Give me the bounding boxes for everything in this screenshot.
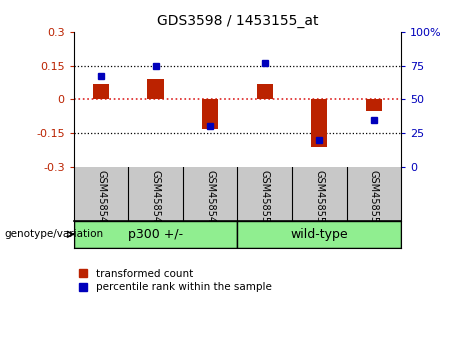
Title: GDS3598 / 1453155_at: GDS3598 / 1453155_at — [157, 14, 318, 28]
Text: GSM458547: GSM458547 — [96, 170, 106, 229]
Text: genotype/variation: genotype/variation — [5, 229, 104, 239]
Text: wild-type: wild-type — [290, 228, 348, 241]
Bar — [311, 99, 327, 147]
Text: GSM458549: GSM458549 — [205, 170, 215, 229]
Bar — [202, 99, 219, 129]
Text: p300 +/-: p300 +/- — [128, 228, 183, 241]
Bar — [93, 84, 109, 99]
Bar — [237, 221, 401, 248]
Bar — [366, 99, 382, 110]
Legend: transformed count, percentile rank within the sample: transformed count, percentile rank withi… — [79, 269, 272, 292]
Text: GSM458552: GSM458552 — [369, 170, 379, 229]
Text: GSM458548: GSM458548 — [151, 170, 160, 229]
Text: GSM458551: GSM458551 — [314, 170, 324, 229]
Text: GSM458550: GSM458550 — [260, 170, 270, 229]
Bar — [74, 221, 237, 248]
Bar — [256, 84, 273, 99]
Bar — [148, 79, 164, 99]
